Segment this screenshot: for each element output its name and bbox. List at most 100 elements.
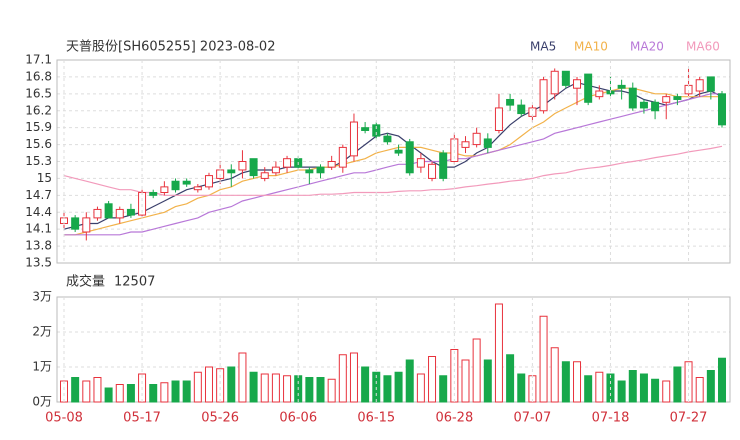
volume-bar bbox=[115, 384, 124, 403]
volume-bar bbox=[561, 361, 570, 403]
candle-body bbox=[439, 152, 448, 179]
volume-bar bbox=[160, 382, 169, 403]
candle-body bbox=[104, 203, 113, 219]
x-tick-label: 05-26 bbox=[201, 411, 239, 426]
candle-body bbox=[71, 217, 80, 230]
x-tick-label: 05-08 bbox=[45, 411, 83, 426]
x-tick-label: 06-06 bbox=[279, 411, 317, 426]
candle-body bbox=[260, 172, 269, 179]
candle-body bbox=[115, 208, 124, 219]
volume-bar bbox=[394, 371, 403, 403]
chart-title: 天普股份[SH605255] 2023-08-02 bbox=[66, 40, 275, 55]
volume-bar bbox=[461, 359, 470, 403]
candle-body bbox=[550, 70, 559, 95]
ma-line bbox=[63, 145, 723, 196]
candle-body bbox=[305, 169, 314, 174]
volume-bar bbox=[327, 378, 336, 403]
candle-body bbox=[718, 93, 726, 126]
candle-body bbox=[238, 161, 247, 171]
volume-value: 12507 bbox=[114, 275, 155, 290]
y-tick-label: 2万 bbox=[32, 325, 52, 339]
volume-bar bbox=[639, 373, 648, 403]
candle-body bbox=[561, 70, 570, 86]
candle-body bbox=[271, 166, 280, 174]
y-tick-label: 1万 bbox=[32, 360, 52, 374]
candle-body bbox=[662, 96, 671, 103]
candle-body bbox=[517, 104, 526, 115]
candle-body bbox=[182, 180, 191, 185]
candle-body bbox=[93, 208, 102, 219]
y-tick-label: 3万 bbox=[32, 290, 52, 304]
volume-bar bbox=[539, 315, 548, 403]
volume-title: 成交量 bbox=[66, 274, 105, 290]
volume-bar bbox=[283, 375, 292, 403]
volume-bar bbox=[673, 366, 682, 403]
volume-bar bbox=[550, 347, 559, 403]
ma-line bbox=[63, 81, 723, 230]
y-tick-label: 15.9 bbox=[25, 120, 52, 134]
volume-bar bbox=[227, 366, 236, 403]
volume-bar bbox=[249, 371, 258, 403]
x-tick-label: 07-18 bbox=[592, 411, 630, 426]
y-tick-label: 17.1 bbox=[25, 53, 52, 67]
y-tick-label: 14.1 bbox=[25, 222, 52, 236]
candle-body bbox=[338, 146, 347, 168]
y-tick-label: 13.8 bbox=[25, 239, 52, 253]
volume-bar bbox=[271, 373, 280, 403]
candle-body bbox=[494, 107, 503, 131]
volume-bar bbox=[718, 357, 726, 403]
candle-body bbox=[82, 217, 91, 233]
volume-bar bbox=[182, 380, 191, 403]
candle-body bbox=[283, 158, 292, 168]
candle-body bbox=[673, 96, 682, 100]
candle-body bbox=[506, 98, 515, 106]
volume-bar bbox=[71, 377, 80, 403]
legend-label: MA5 bbox=[530, 40, 556, 54]
candle-body bbox=[383, 135, 392, 143]
volume-bar bbox=[383, 375, 392, 403]
volume-bar bbox=[617, 380, 626, 403]
volume-bar bbox=[628, 370, 637, 403]
volume-bar bbox=[93, 377, 102, 403]
y-tick-label: 0万 bbox=[32, 395, 52, 409]
volume-bar bbox=[338, 354, 347, 403]
volume-bar bbox=[216, 368, 225, 403]
volume-bar bbox=[60, 380, 68, 403]
y-tick-label: 15 bbox=[37, 171, 52, 185]
x-tick-label: 05-17 bbox=[123, 411, 161, 426]
x-tick-label: 07-27 bbox=[670, 411, 708, 426]
volume-bar bbox=[204, 366, 213, 403]
candle-body bbox=[706, 76, 715, 92]
y-tick-label: 16.8 bbox=[25, 69, 52, 83]
volume-bar bbox=[82, 380, 91, 403]
y-tick-label: 13.5 bbox=[25, 256, 52, 270]
candle-body bbox=[227, 169, 236, 174]
volume-bar bbox=[361, 366, 370, 403]
candle-body bbox=[204, 175, 213, 188]
volume-bar bbox=[695, 377, 704, 403]
volume-bar bbox=[573, 361, 582, 403]
x-tick-label: 06-15 bbox=[357, 411, 395, 426]
candle-body bbox=[249, 158, 258, 177]
y-tick-label: 16.5 bbox=[25, 86, 52, 100]
y-tick-label: 14.7 bbox=[25, 188, 52, 202]
candle-body bbox=[539, 79, 548, 112]
volume-bar bbox=[104, 387, 113, 403]
candle-body bbox=[628, 87, 637, 109]
volume-bar bbox=[662, 380, 671, 403]
candle-body bbox=[416, 158, 425, 168]
legend-label: MA60 bbox=[686, 40, 720, 54]
candle-body bbox=[595, 90, 604, 98]
y-tick-label: 14.4 bbox=[25, 205, 52, 219]
volume-bar bbox=[405, 359, 414, 403]
volume-bar bbox=[126, 384, 135, 403]
volume-bar bbox=[472, 338, 481, 403]
candle-body bbox=[193, 186, 202, 191]
volume-bar bbox=[316, 377, 325, 403]
volume-bar bbox=[416, 373, 425, 403]
volume-bar bbox=[483, 359, 492, 403]
candle-body bbox=[171, 180, 180, 191]
volume-bar bbox=[584, 375, 593, 403]
volume-bar bbox=[494, 303, 503, 403]
candle-body bbox=[461, 141, 470, 148]
